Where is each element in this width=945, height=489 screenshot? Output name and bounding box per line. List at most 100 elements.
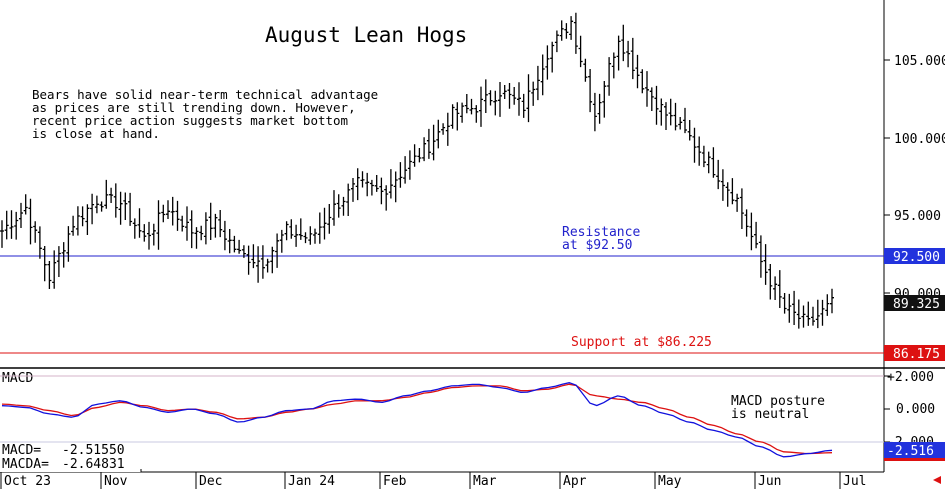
price-bar [317,212,322,244]
price-bar [9,210,14,239]
price-bar [507,83,512,109]
price-bar [773,276,778,300]
price-bar [782,293,787,314]
commentary-line-3: recent price action suggests market bott… [32,113,348,128]
price-bar [763,244,768,285]
price-bar [701,145,706,168]
price-bar [602,81,607,118]
price-bar [113,183,118,218]
price-bar [645,71,649,107]
price-bar [526,74,531,123]
price-bar [147,221,151,250]
scroll-arrow-icon[interactable] [933,476,941,484]
price-bar [436,119,441,149]
price-bar [23,194,28,215]
price-bar [66,226,71,262]
price-bar [156,200,161,250]
price-bar [735,193,740,212]
price-bar [597,93,602,124]
price-bar [545,45,550,80]
macd-readout-box [0,469,141,472]
price-bar [284,221,289,241]
x-tick-label: Oct 23 [4,474,51,489]
price-bar [109,187,114,203]
commentary-line-2: as prices are still trending down. Howev… [32,100,356,115]
price-bar [123,192,128,220]
price-bar [550,41,555,73]
price-bar [621,24,626,62]
price-bar [37,226,42,259]
price-bar [222,220,227,251]
price-bar [4,210,9,240]
price-bar [692,127,697,163]
price-bar [94,195,99,214]
price-bar [426,128,431,159]
x-tick-label: Dec [199,474,222,489]
price-bar [616,35,621,71]
price-bar [777,270,782,308]
price-bar [640,69,645,94]
price-bar [279,229,284,253]
price-bar [706,151,711,174]
price-bar [99,201,104,212]
price-bar [464,94,469,114]
price-bar [754,221,759,249]
price-bar [441,123,446,135]
x-tick-label: Feb [383,474,407,489]
price-bar [820,299,825,326]
price-bar [564,23,569,39]
macd-signal-line [1,383,833,455]
price-bar [792,290,797,325]
price-bar [33,221,38,243]
price-bar [208,202,213,240]
resistance-label-2: at $92.50 [562,238,632,253]
macd-posture-2: is neutral [731,407,809,422]
chart-title: August Lean Hogs [265,23,467,47]
price-bar [237,239,242,254]
price-bar [811,306,815,326]
price-bar [664,102,668,130]
price-bar [0,220,4,248]
price-bar [384,185,389,211]
price-bar [450,104,455,129]
price-bar [175,200,180,231]
price-bar [768,264,773,300]
price-bar [412,144,417,167]
price-bar [56,246,61,277]
price-bar [104,179,109,209]
x-tick-label: Nov [104,474,128,489]
price-bar [559,20,564,41]
price-bar [796,299,801,329]
price-bar [403,156,408,184]
price-tick-label: 95.000 [894,209,941,224]
price-bar [142,224,147,242]
macd-readout-label: MACD= [2,443,41,458]
price-bar [379,177,384,205]
price-bar [374,175,379,192]
price-bar [720,169,725,201]
price-bar [161,204,166,223]
price-bar [578,35,583,68]
price-bar [535,65,540,101]
price-bar [270,246,275,274]
price-bar [19,202,23,228]
price-bar [332,190,336,226]
price-bar [166,200,170,219]
price-bar [128,192,133,226]
price-bar [52,250,57,289]
macda-readout-value: -2.64831 [62,457,125,472]
macd-last-tag-box [884,442,945,458]
price-bar [806,301,811,326]
price-bar [659,98,664,126]
price-bar [313,228,317,244]
price-bar [502,85,507,99]
price-bar [431,124,436,161]
price-bar [739,188,744,229]
price-bar [80,206,85,227]
price-bar [474,105,479,123]
commentary-line-1: Bears have solid near-term technical adv… [32,87,378,102]
price-bar [744,209,749,237]
price-bar [469,98,474,115]
price-bar [85,204,90,235]
price-tick-label: 100.000 [894,132,945,147]
